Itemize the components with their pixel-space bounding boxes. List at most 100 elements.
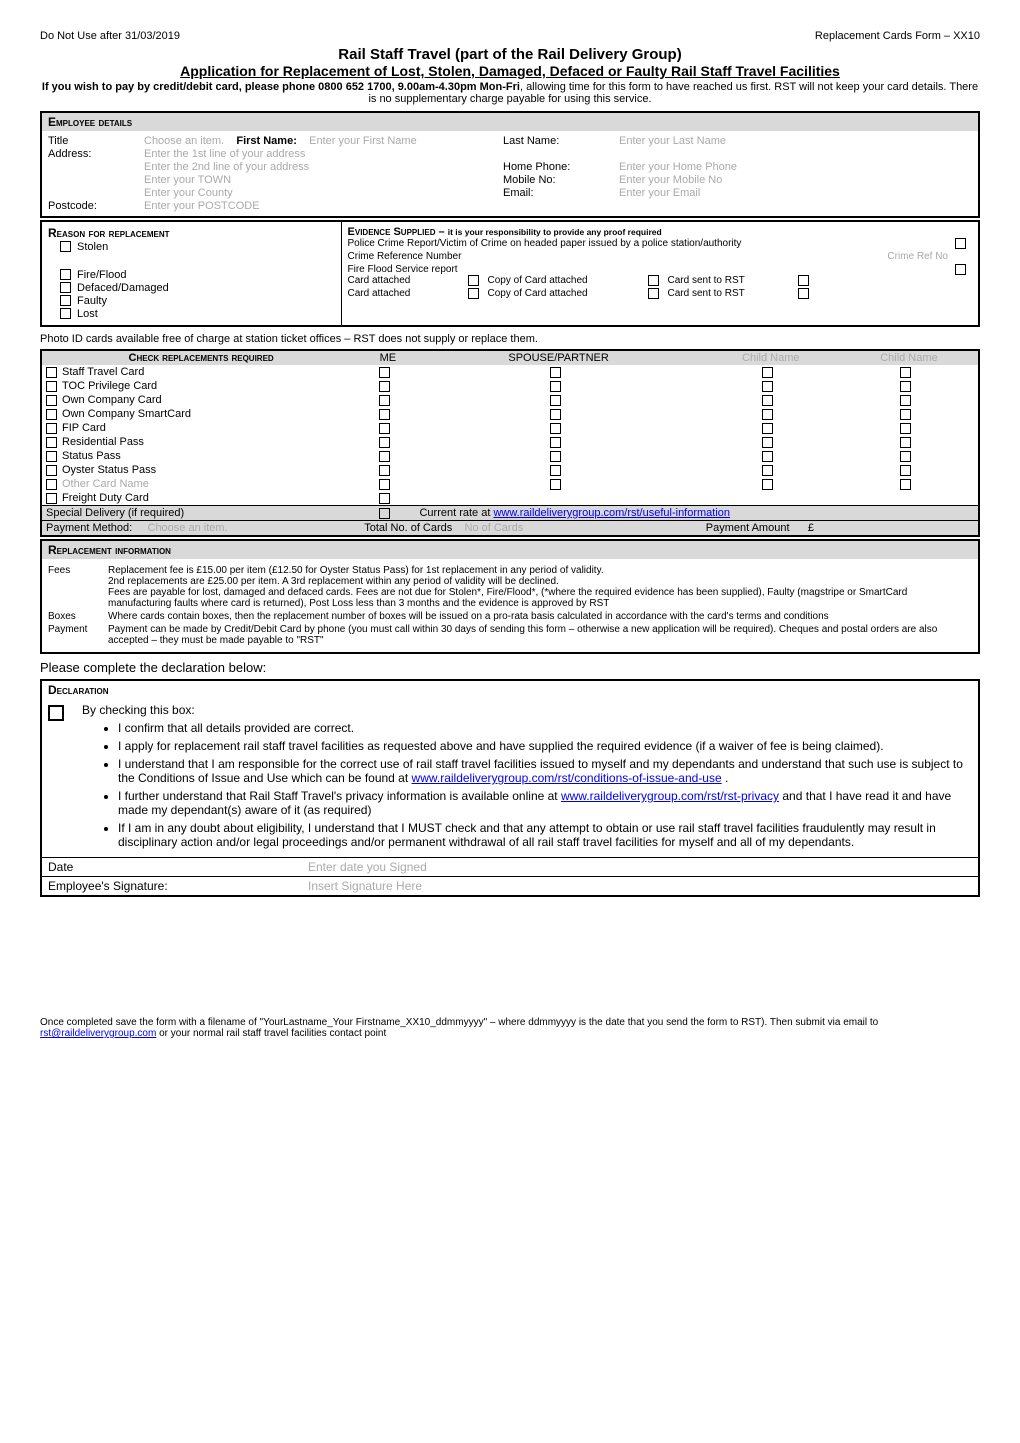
- privacy-link[interactable]: www.raildeliverygroup.com/rst/rst-privac…: [561, 789, 779, 803]
- card-sent-checkbox-2[interactable]: [798, 288, 809, 299]
- row-label[interactable]: Other Card Name: [62, 478, 149, 490]
- crime-ref-field[interactable]: Crime Ref No: [887, 251, 948, 262]
- col-spouse: SPOUSE/PARTNER: [415, 351, 701, 365]
- row-label: Own Company SmartCard: [62, 408, 191, 420]
- email-field[interactable]: Enter your Email: [619, 187, 972, 199]
- evidence-heading: Evidence Supplied –: [348, 226, 448, 238]
- payment-amount-field[interactable]: £: [808, 522, 814, 534]
- grid-checkbox[interactable]: [550, 437, 561, 448]
- grid-checkbox[interactable]: [550, 409, 561, 420]
- grid-checkbox[interactable]: [379, 465, 390, 476]
- defaced-checkbox[interactable]: [60, 282, 71, 293]
- faulty-checkbox[interactable]: [60, 295, 71, 306]
- conditions-link[interactable]: www.raildeliverygroup.com/rst/conditions…: [412, 771, 722, 785]
- grid-checkbox[interactable]: [900, 465, 911, 476]
- row-checkbox[interactable]: [46, 381, 57, 392]
- grid-checkbox[interactable]: [379, 381, 390, 392]
- declaration-item-4: I further understand that Rail Staff Tra…: [118, 789, 972, 817]
- grid-checkbox[interactable]: [379, 451, 390, 462]
- home-phone-field[interactable]: Enter your Home Phone: [619, 161, 972, 173]
- fireflood-checkbox[interactable]: [60, 269, 71, 280]
- stolen-checkbox[interactable]: [60, 241, 71, 252]
- grid-checkbox[interactable]: [762, 367, 773, 378]
- grid-checkbox[interactable]: [762, 381, 773, 392]
- card-attached-checkbox-1[interactable]: [468, 275, 479, 286]
- grid-checkbox[interactable]: [762, 465, 773, 476]
- first-name-label: First Name:: [236, 135, 297, 147]
- grid-checkbox[interactable]: [550, 395, 561, 406]
- payment-method-select[interactable]: Choose an item.: [148, 522, 228, 534]
- declaration-checkbox[interactable]: [48, 705, 64, 721]
- lost-checkbox[interactable]: [60, 308, 71, 319]
- row-checkbox[interactable]: [46, 465, 57, 476]
- replacements-section: Check replacements required ME SPOUSE/PA…: [40, 349, 980, 537]
- fireflood-report-checkbox[interactable]: [955, 264, 966, 275]
- crime-ref-label: Crime Reference Number: [348, 251, 462, 262]
- address-line2-field[interactable]: Enter the 2nd line of your address: [144, 161, 497, 173]
- grid-checkbox[interactable]: [379, 479, 390, 490]
- grid-checkbox[interactable]: [762, 395, 773, 406]
- declaration-item-2: I apply for replacement rail staff trave…: [118, 739, 972, 753]
- row-label: Own Company Card: [62, 394, 162, 406]
- grid-checkbox[interactable]: [900, 437, 911, 448]
- row-checkbox[interactable]: [46, 479, 57, 490]
- grid-checkbox[interactable]: [379, 367, 390, 378]
- town-field[interactable]: Enter your TOWN: [144, 174, 497, 186]
- mobile-field[interactable]: Enter your Mobile No: [619, 174, 972, 186]
- footer-email-link[interactable]: rst@raildeliverygroup.com: [40, 1028, 156, 1039]
- row-checkbox[interactable]: [46, 423, 57, 434]
- col-child1[interactable]: Child Name: [702, 351, 840, 365]
- grid-checkbox[interactable]: [900, 451, 911, 462]
- grid-checkbox[interactable]: [379, 493, 390, 504]
- row-checkbox[interactable]: [46, 451, 57, 462]
- grid-checkbox[interactable]: [550, 451, 561, 462]
- title-select[interactable]: Choose an item.: [144, 135, 224, 147]
- row-checkbox[interactable]: [46, 493, 57, 504]
- card-sent-checkbox-1[interactable]: [798, 275, 809, 286]
- grid-checkbox[interactable]: [762, 451, 773, 462]
- row-checkbox[interactable]: [46, 395, 57, 406]
- grid-checkbox[interactable]: [900, 423, 911, 434]
- last-name-field[interactable]: Enter your Last Name: [619, 135, 972, 147]
- row-checkbox[interactable]: [46, 367, 57, 378]
- grid-checkbox[interactable]: [900, 367, 911, 378]
- grid-checkbox[interactable]: [762, 479, 773, 490]
- signature-field[interactable]: Insert Signature Here: [308, 879, 422, 893]
- grid-checkbox[interactable]: [550, 465, 561, 476]
- grid-checkbox[interactable]: [379, 423, 390, 434]
- grid-checkbox[interactable]: [550, 381, 561, 392]
- row-checkbox[interactable]: [46, 437, 57, 448]
- first-name-field[interactable]: Enter your First Name: [309, 135, 417, 147]
- row-label: Residential Pass: [62, 436, 144, 448]
- col-child2[interactable]: Child Name: [840, 351, 978, 365]
- special-delivery-checkbox[interactable]: [379, 508, 390, 519]
- county-field[interactable]: Enter your County: [144, 187, 497, 199]
- grid-checkbox[interactable]: [550, 367, 561, 378]
- payment-label: Payment: [48, 624, 108, 646]
- grid-checkbox[interactable]: [762, 423, 773, 434]
- date-field[interactable]: Enter date you Signed: [308, 860, 427, 874]
- special-rate-link[interactable]: www.raildeliverygroup.com/rst/useful-inf…: [493, 507, 730, 519]
- date-label: Date: [48, 860, 308, 874]
- grid-checkbox[interactable]: [550, 423, 561, 434]
- copy-attached-checkbox-2[interactable]: [648, 288, 659, 299]
- address-line1-field[interactable]: Enter the 1st line of your address: [144, 148, 497, 160]
- employee-details-section: Employee details Title Choose an item. F…: [40, 111, 980, 218]
- grid-checkbox[interactable]: [762, 409, 773, 420]
- copy-attached-checkbox-1[interactable]: [648, 275, 659, 286]
- grid-checkbox[interactable]: [900, 381, 911, 392]
- total-cards-field[interactable]: No of Cards: [465, 522, 524, 534]
- row-checkbox[interactable]: [46, 409, 57, 420]
- card-attached-checkbox-2[interactable]: [468, 288, 479, 299]
- grid-checkbox[interactable]: [379, 395, 390, 406]
- grid-checkbox[interactable]: [900, 395, 911, 406]
- grid-checkbox[interactable]: [762, 437, 773, 448]
- grid-checkbox[interactable]: [900, 409, 911, 420]
- police-report-checkbox[interactable]: [955, 238, 966, 249]
- row-label: TOC Privilege Card: [62, 380, 157, 392]
- postcode-field[interactable]: Enter your POSTCODE: [144, 200, 497, 212]
- grid-checkbox[interactable]: [900, 479, 911, 490]
- grid-checkbox[interactable]: [379, 437, 390, 448]
- grid-checkbox[interactable]: [379, 409, 390, 420]
- grid-checkbox[interactable]: [550, 479, 561, 490]
